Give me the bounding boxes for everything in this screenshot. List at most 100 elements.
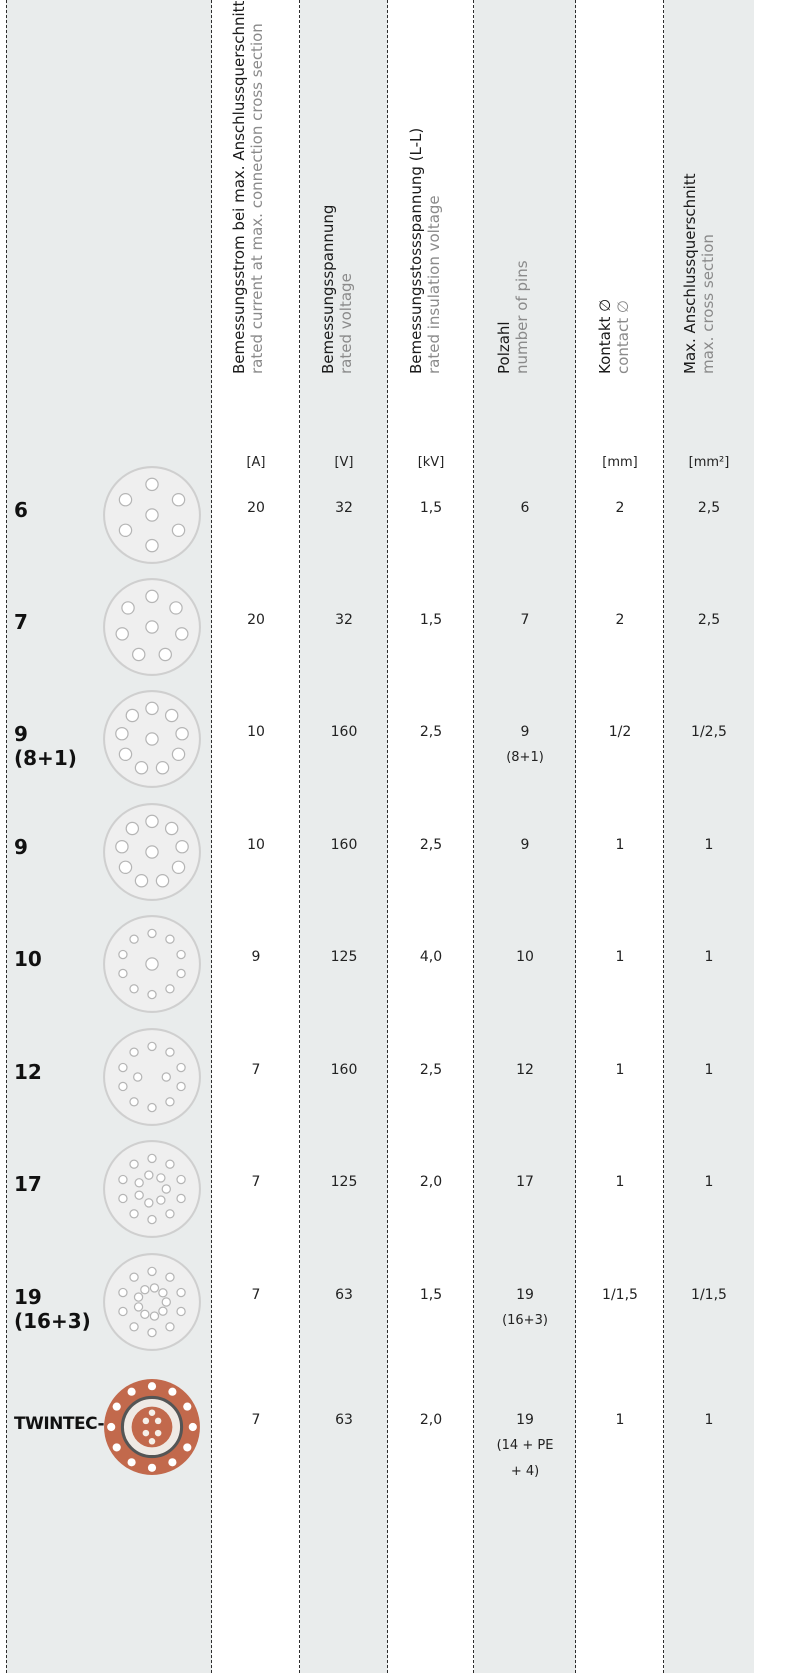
cell-current: 7 (212, 1407, 300, 1433)
cell-kv-value: 4,0 (419, 949, 443, 965)
cell-cross-value: 1/1,5 (691, 1287, 727, 1303)
cell-voltage-value: 32 (335, 500, 353, 516)
cell-voltage: 160 (300, 832, 388, 858)
cell-cross: 1/1,5 (664, 1282, 754, 1308)
cell-kv-value: 2,0 (419, 1174, 443, 1190)
cell-contact: 1 (576, 1057, 664, 1083)
cell-voltage: 32 (300, 495, 388, 521)
cell-pins: 10 (474, 944, 576, 970)
cell-kv: 1,5 (388, 1282, 474, 1308)
connector-insert-icon (103, 803, 201, 901)
row-label: 9 (8+1) (14, 722, 77, 770)
row-label-main: 6 (14, 498, 28, 522)
row-label-main: 12 (14, 1060, 42, 1084)
row-label-main: TWINTEC-B (14, 1414, 117, 1434)
connector-insert-icon (103, 690, 201, 788)
cell-current-value: 7 (251, 1174, 261, 1190)
cell-voltage: 125 (300, 1169, 388, 1195)
cell-cross: 1 (664, 1169, 754, 1195)
connector-insert-icon (103, 466, 201, 564)
cell-cross: 2,5 (664, 495, 754, 521)
cell-voltage-value: 160 (330, 724, 358, 740)
cell-contact-value: 1/1,5 (602, 1287, 638, 1303)
cell-voltage: 63 (300, 1282, 388, 1308)
cell-voltage-value: 63 (335, 1287, 353, 1303)
cell-current-value: 7 (251, 1287, 261, 1303)
header-current-en: rated current at max. connection cross s… (248, 23, 266, 374)
cell-cross-value: 1 (704, 1412, 714, 1428)
cell-cross: 1 (664, 944, 754, 970)
header-cross-en: max. cross section (699, 234, 717, 374)
cell-voltage: 160 (300, 1057, 388, 1083)
connector-insert-icon (103, 915, 201, 1013)
row-label: 19 (16+3) (14, 1285, 91, 1333)
header-voltage-de: Bemessungsspannung (319, 204, 337, 374)
cell-kv-value: 1,5 (419, 500, 443, 516)
cell-voltage-value: 63 (335, 1412, 353, 1428)
cell-cross: 1 (664, 1057, 754, 1083)
cell-current-value: 9 (251, 949, 261, 965)
cell-current: 10 (212, 719, 300, 745)
cell-voltage: 160 (300, 719, 388, 745)
cell-kv-value: 2,5 (419, 837, 443, 853)
cell-contact-value: 1 (615, 949, 625, 965)
row-label: TWINTEC-B (14, 1412, 117, 1436)
cell-kv: 2,5 (388, 832, 474, 858)
cell-pins: 6 (474, 495, 576, 521)
cell-contact: 1/1,5 (576, 1282, 664, 1308)
header-cross-de: Max. Anschlussquerschnitt (681, 173, 699, 374)
cell-cross-value: 1 (704, 837, 714, 853)
cell-kv: 4,0 (388, 944, 474, 970)
cell-pins-value: 17 (516, 1174, 534, 1190)
header-kv-en: rated insulation voltage (425, 195, 443, 374)
cell-pins: 7 (474, 607, 576, 633)
column-contact (576, 0, 664, 1673)
cell-contact-value: 1 (615, 1174, 625, 1190)
row-label: 10 (14, 947, 42, 971)
cell-voltage-value: 160 (330, 1062, 358, 1078)
cell-current: 9 (212, 944, 300, 970)
cell-current-value: 20 (247, 500, 265, 516)
row-label-main: 7 (14, 610, 28, 634)
cell-pins: 9 (474, 832, 576, 858)
row-label-main: 17 (14, 1172, 42, 1196)
cell-voltage-value: 125 (330, 1174, 358, 1190)
cell-voltage: 32 (300, 607, 388, 633)
cell-current: 7 (212, 1282, 300, 1308)
connector-insert-icon (103, 578, 201, 676)
cell-pins-value: 9 (520, 837, 530, 853)
cell-contact: 1 (576, 1169, 664, 1195)
unit-kv: [kV] (417, 455, 445, 470)
cell-cross: 1/2,5 (664, 719, 754, 745)
connector-insert-icon (103, 1253, 201, 1351)
cell-kv-value: 2,0 (419, 1412, 443, 1428)
cell-pins: 19 (14 + PE + 4) (474, 1407, 576, 1485)
cell-current-value: 10 (247, 837, 265, 853)
cell-cross-value: 2,5 (697, 612, 721, 628)
cell-voltage: 125 (300, 944, 388, 970)
column-current (212, 0, 300, 1673)
cell-voltage-value: 125 (330, 949, 358, 965)
cell-pins-value: 10 (516, 949, 534, 965)
cell-contact-value: 1 (615, 837, 625, 853)
cell-pins-sub2: + 4) (510, 1464, 540, 1479)
cell-contact-value: 1 (615, 1412, 625, 1428)
cell-pins-value: 6 (520, 500, 530, 516)
cell-contact-value: 2 (615, 612, 625, 628)
row-label-main: 19 (14, 1285, 42, 1309)
cell-pins: 12 (474, 1057, 576, 1083)
row-label-sub: (8+1) (14, 746, 77, 770)
unit-contact: [mm] (602, 455, 638, 470)
cell-cross: 1 (664, 832, 754, 858)
cell-contact-value: 1/2 (608, 724, 632, 740)
cell-voltage-value: 160 (330, 837, 358, 853)
cell-pins-sub: (16+3) (502, 1313, 548, 1328)
row-label: 17 (14, 1172, 42, 1196)
cell-voltage: 63 (300, 1407, 388, 1433)
cell-contact-value: 1 (615, 1062, 625, 1078)
unit-voltage: [V] (334, 455, 354, 470)
cell-pins-value: 7 (520, 612, 530, 628)
row-label: 9 (14, 835, 28, 859)
cell-contact: 2 (576, 495, 664, 521)
cell-pins-value: 9 (520, 724, 530, 740)
